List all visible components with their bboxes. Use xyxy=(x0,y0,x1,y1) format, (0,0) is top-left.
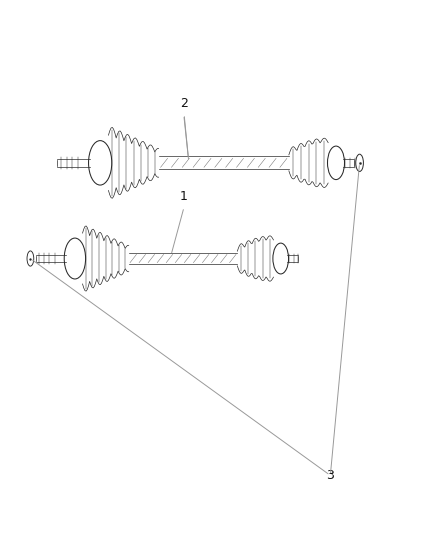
Text: 1: 1 xyxy=(180,190,188,203)
Text: 2: 2 xyxy=(180,96,188,110)
Text: 3: 3 xyxy=(326,469,334,482)
